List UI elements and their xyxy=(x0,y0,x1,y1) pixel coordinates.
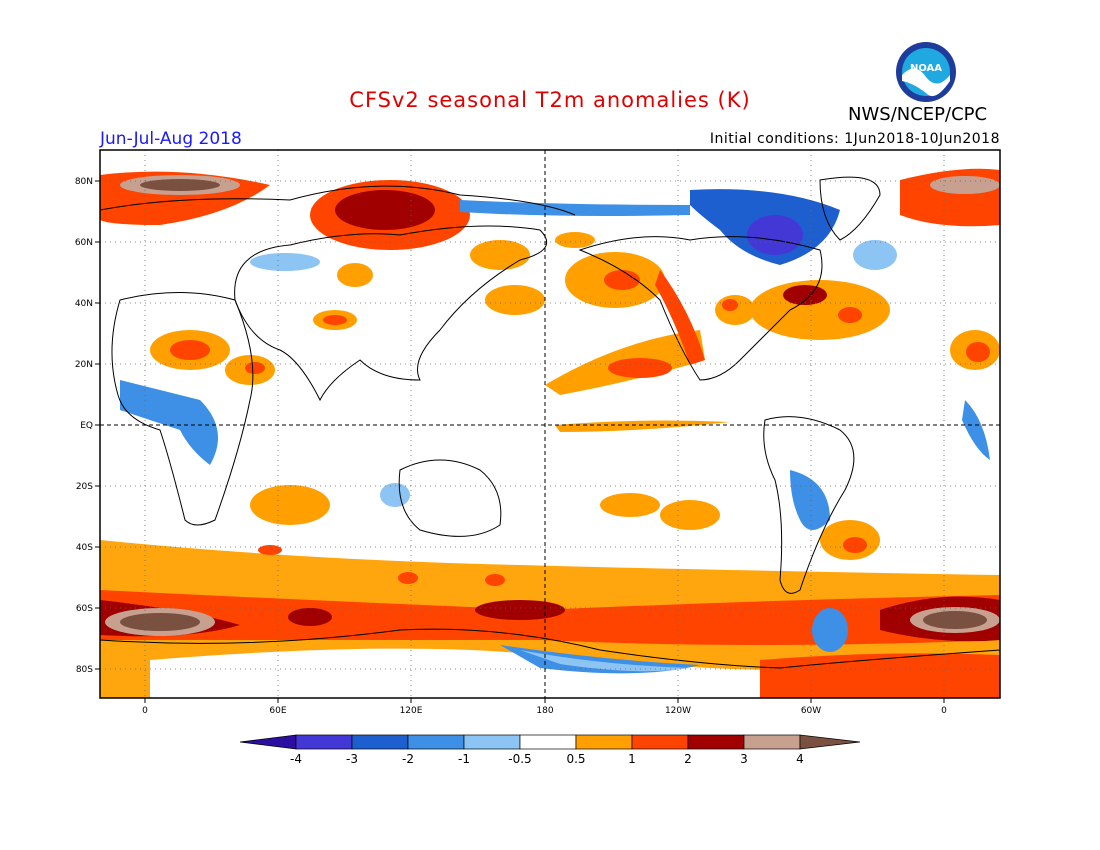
colorbar-swatch xyxy=(687,734,745,750)
colorbar-label: -3 xyxy=(346,752,358,766)
lon-tick-label: 180 xyxy=(536,706,553,716)
lat-tick-label: 40S xyxy=(76,543,93,553)
plot-frame xyxy=(99,149,1001,699)
initial-conditions-label: Initial conditions: 1Jun2018-10Jun2018 xyxy=(709,131,1000,147)
colorbar-swatch xyxy=(575,734,633,750)
colorbar-swatch xyxy=(407,734,465,750)
anomaly-fields xyxy=(100,150,1000,698)
noaa-logo: NOAA xyxy=(895,41,957,103)
colorbar: -4 -3 -2 -1 -0.5 0.5 1 2 3 4 xyxy=(239,734,861,766)
coastlines xyxy=(100,176,1000,669)
colorbar-label: 2 xyxy=(684,752,692,766)
colorbar-swatch xyxy=(743,734,801,750)
logo-text: NOAA xyxy=(910,63,942,74)
lat-tick-label: 40N xyxy=(75,299,93,309)
lon-tick-label: 120W xyxy=(665,706,691,716)
lat-tick-label: 60S xyxy=(76,604,93,614)
lon-tick-label: 60W xyxy=(801,706,821,716)
colorbar-label: -0.5 xyxy=(508,752,531,766)
colorbar-label: 0.5 xyxy=(566,752,585,766)
lon-tick-label: 60E xyxy=(269,706,286,716)
period-label: Jun-Jul-Aug 2018 xyxy=(100,129,242,149)
lat-tick-label: 20N xyxy=(75,360,93,370)
longitude-ticks: 0 60E 120E 180 120W 60W 0 xyxy=(142,698,947,716)
colorbar-label: 3 xyxy=(740,752,748,766)
lat-tick-label: 80S xyxy=(76,665,93,675)
colorbar-swatch xyxy=(295,734,353,750)
agency-label: NWS/NCEP/CPC xyxy=(848,104,988,125)
colorbar-label: -4 xyxy=(290,752,302,766)
colorbar-label: 1 xyxy=(628,752,636,766)
lon-tick-label: 0 xyxy=(941,706,947,716)
colorbar-arrow-high xyxy=(799,734,861,750)
lon-tick-label: 0 xyxy=(142,706,148,716)
lat-tick-label: 20S xyxy=(76,482,93,492)
latitude-ticks: 80N 60N 40N 20N EQ 20S 40S 60S 80S xyxy=(75,177,100,675)
lon-tick-label: 120E xyxy=(400,706,423,716)
colorbar-arrow-low xyxy=(239,734,297,750)
colorbar-swatch xyxy=(631,734,689,750)
colorbar-label: -2 xyxy=(402,752,414,766)
colorbar-swatch xyxy=(519,734,577,750)
colorbar-label: 4 xyxy=(796,752,804,766)
gridlines xyxy=(100,150,1000,698)
chart-title: CFSv2 seasonal T2m anomalies (K) xyxy=(349,88,751,112)
colorbar-swatch xyxy=(463,734,521,750)
colorbar-label: -1 xyxy=(458,752,470,766)
lat-tick-label: EQ xyxy=(80,421,93,431)
lat-tick-label: 80N xyxy=(75,177,93,187)
colorbar-swatch xyxy=(351,734,409,750)
lat-tick-label: 60N xyxy=(75,238,93,248)
